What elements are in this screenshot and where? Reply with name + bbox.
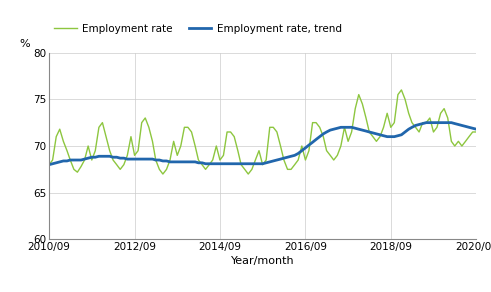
X-axis label: Year/month: Year/month [231,256,295,266]
Text: %: % [19,39,30,49]
Line: Employment rate: Employment rate [49,90,487,174]
Line: Employment rate, trend: Employment rate, trend [49,123,487,165]
Legend: Employment rate, Employment rate, trend: Employment rate, Employment rate, trend [55,24,342,34]
